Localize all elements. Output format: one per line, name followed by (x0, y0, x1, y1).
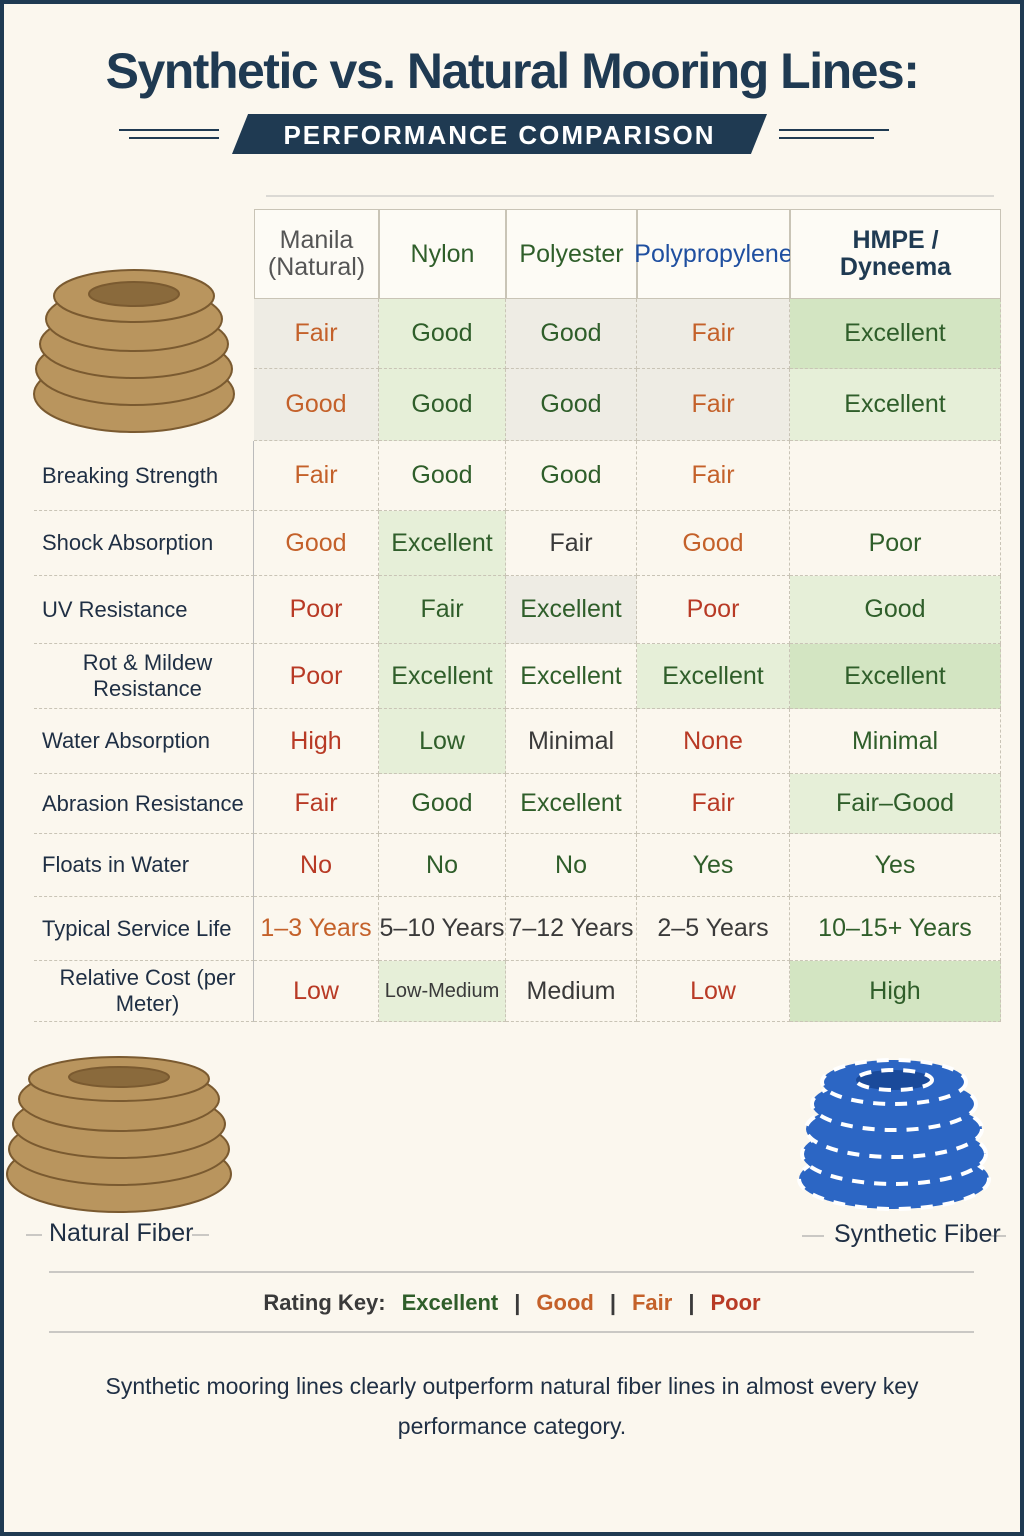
banner (232, 114, 767, 154)
cell: Good (506, 369, 637, 441)
caption: Natural Fiber (49, 1219, 194, 1247)
cell: Good (790, 576, 1001, 644)
cell: Fair (254, 299, 379, 369)
cell: Good (379, 441, 506, 511)
cell: None (637, 709, 790, 774)
cell: Excellent (506, 774, 637, 834)
cell: Yes (790, 834, 1001, 897)
footer: Synthetic mooring lines clearly outperfo… (105, 1373, 919, 1439)
cell: Poor (254, 576, 379, 644)
row-label: Relative Cost (per Meter) (34, 961, 254, 1022)
title: Synthetic vs. Natural Mooring Lines: (105, 43, 920, 99)
cell: Fair–Good (790, 774, 1001, 834)
cell: Medium (506, 961, 637, 1022)
cell: 2–5 Years (637, 897, 790, 961)
cell: Minimal (790, 709, 1001, 774)
cell: Good (637, 511, 790, 576)
cell: Fair (637, 774, 790, 834)
row-label: UV Resistance (34, 576, 254, 644)
cell: Excellent (379, 644, 506, 709)
key-item: Good (536, 1290, 594, 1315)
cell: Fair (637, 369, 790, 441)
cell: Low-Medium (379, 961, 506, 1022)
cell: 7–12 Years (506, 897, 637, 961)
rating-key: Rating Key: Excellent | Good | Fair | Poor (4, 1290, 1020, 1316)
column-header: HMPE / Dyneema (790, 209, 1001, 299)
row-label: Breaking Strength (34, 441, 254, 511)
cell: 10–15+ Years (790, 897, 1001, 961)
cell: Good (379, 369, 506, 441)
key-item: Poor (710, 1290, 761, 1315)
cell: Good (506, 299, 637, 369)
column-header: Manila (Natural) (254, 209, 379, 299)
cell: Excellent (506, 644, 637, 709)
cell: Fair (637, 441, 790, 511)
column-header: Nylon (379, 209, 506, 299)
decor (119, 129, 994, 197)
column-header: Polypropylene (634, 209, 793, 299)
sep: | (609, 1290, 616, 1315)
cell: Low (254, 961, 379, 1022)
cell: 5–10 Years (379, 897, 506, 961)
cell: 1–3 Years (254, 897, 379, 961)
subtitle: PERFORMANCE COMPARISON (283, 120, 716, 150)
cell: Excellent (790, 369, 1001, 441)
cell: Yes (637, 834, 790, 897)
cell: Low (379, 709, 506, 774)
cell: Low (637, 961, 790, 1022)
cell: Fair (637, 299, 790, 369)
row-label: Typical Service Life (34, 897, 254, 961)
row-label: Rot & Mildew Resistance (34, 644, 254, 709)
row-label: Abrasion Resistance (34, 774, 254, 834)
cell: Excellent (379, 511, 506, 576)
cell: Fair (254, 774, 379, 834)
cell: Good (506, 441, 637, 511)
cell: Poor (637, 576, 790, 644)
cell: Good (379, 299, 506, 369)
row-label: Floats in Water (34, 834, 254, 897)
cell: High (790, 961, 1001, 1022)
column-header: Polyester (506, 209, 637, 299)
cell: Good (254, 369, 379, 441)
cell: Excellent (637, 644, 790, 709)
cell: No (379, 834, 506, 897)
sep: | (514, 1290, 521, 1315)
cell (790, 441, 1001, 511)
cell: Good (379, 774, 506, 834)
cell: Excellent (790, 299, 1001, 369)
row-label: Shock Absorption (34, 511, 254, 576)
cell: No (254, 834, 379, 897)
caption: Synthetic Fiber (834, 1220, 1001, 1248)
cell: Good (254, 511, 379, 576)
cell: Poor (790, 511, 1001, 576)
key-item: Fair (631, 1290, 673, 1315)
cell: Fair (506, 511, 637, 576)
cell: Poor (254, 644, 379, 709)
cell: Fair (379, 576, 506, 644)
key-label: Rating Key: (263, 1290, 386, 1315)
key-item: Excellent (401, 1290, 499, 1315)
cell: Excellent (506, 576, 637, 644)
row-label: Water Absorption (34, 709, 254, 774)
cell: Excellent (790, 644, 1001, 709)
cell: No (506, 834, 637, 897)
cell: Fair (254, 441, 379, 511)
sep: | (688, 1290, 695, 1315)
cell: High (254, 709, 379, 774)
cell: Minimal (506, 709, 637, 774)
